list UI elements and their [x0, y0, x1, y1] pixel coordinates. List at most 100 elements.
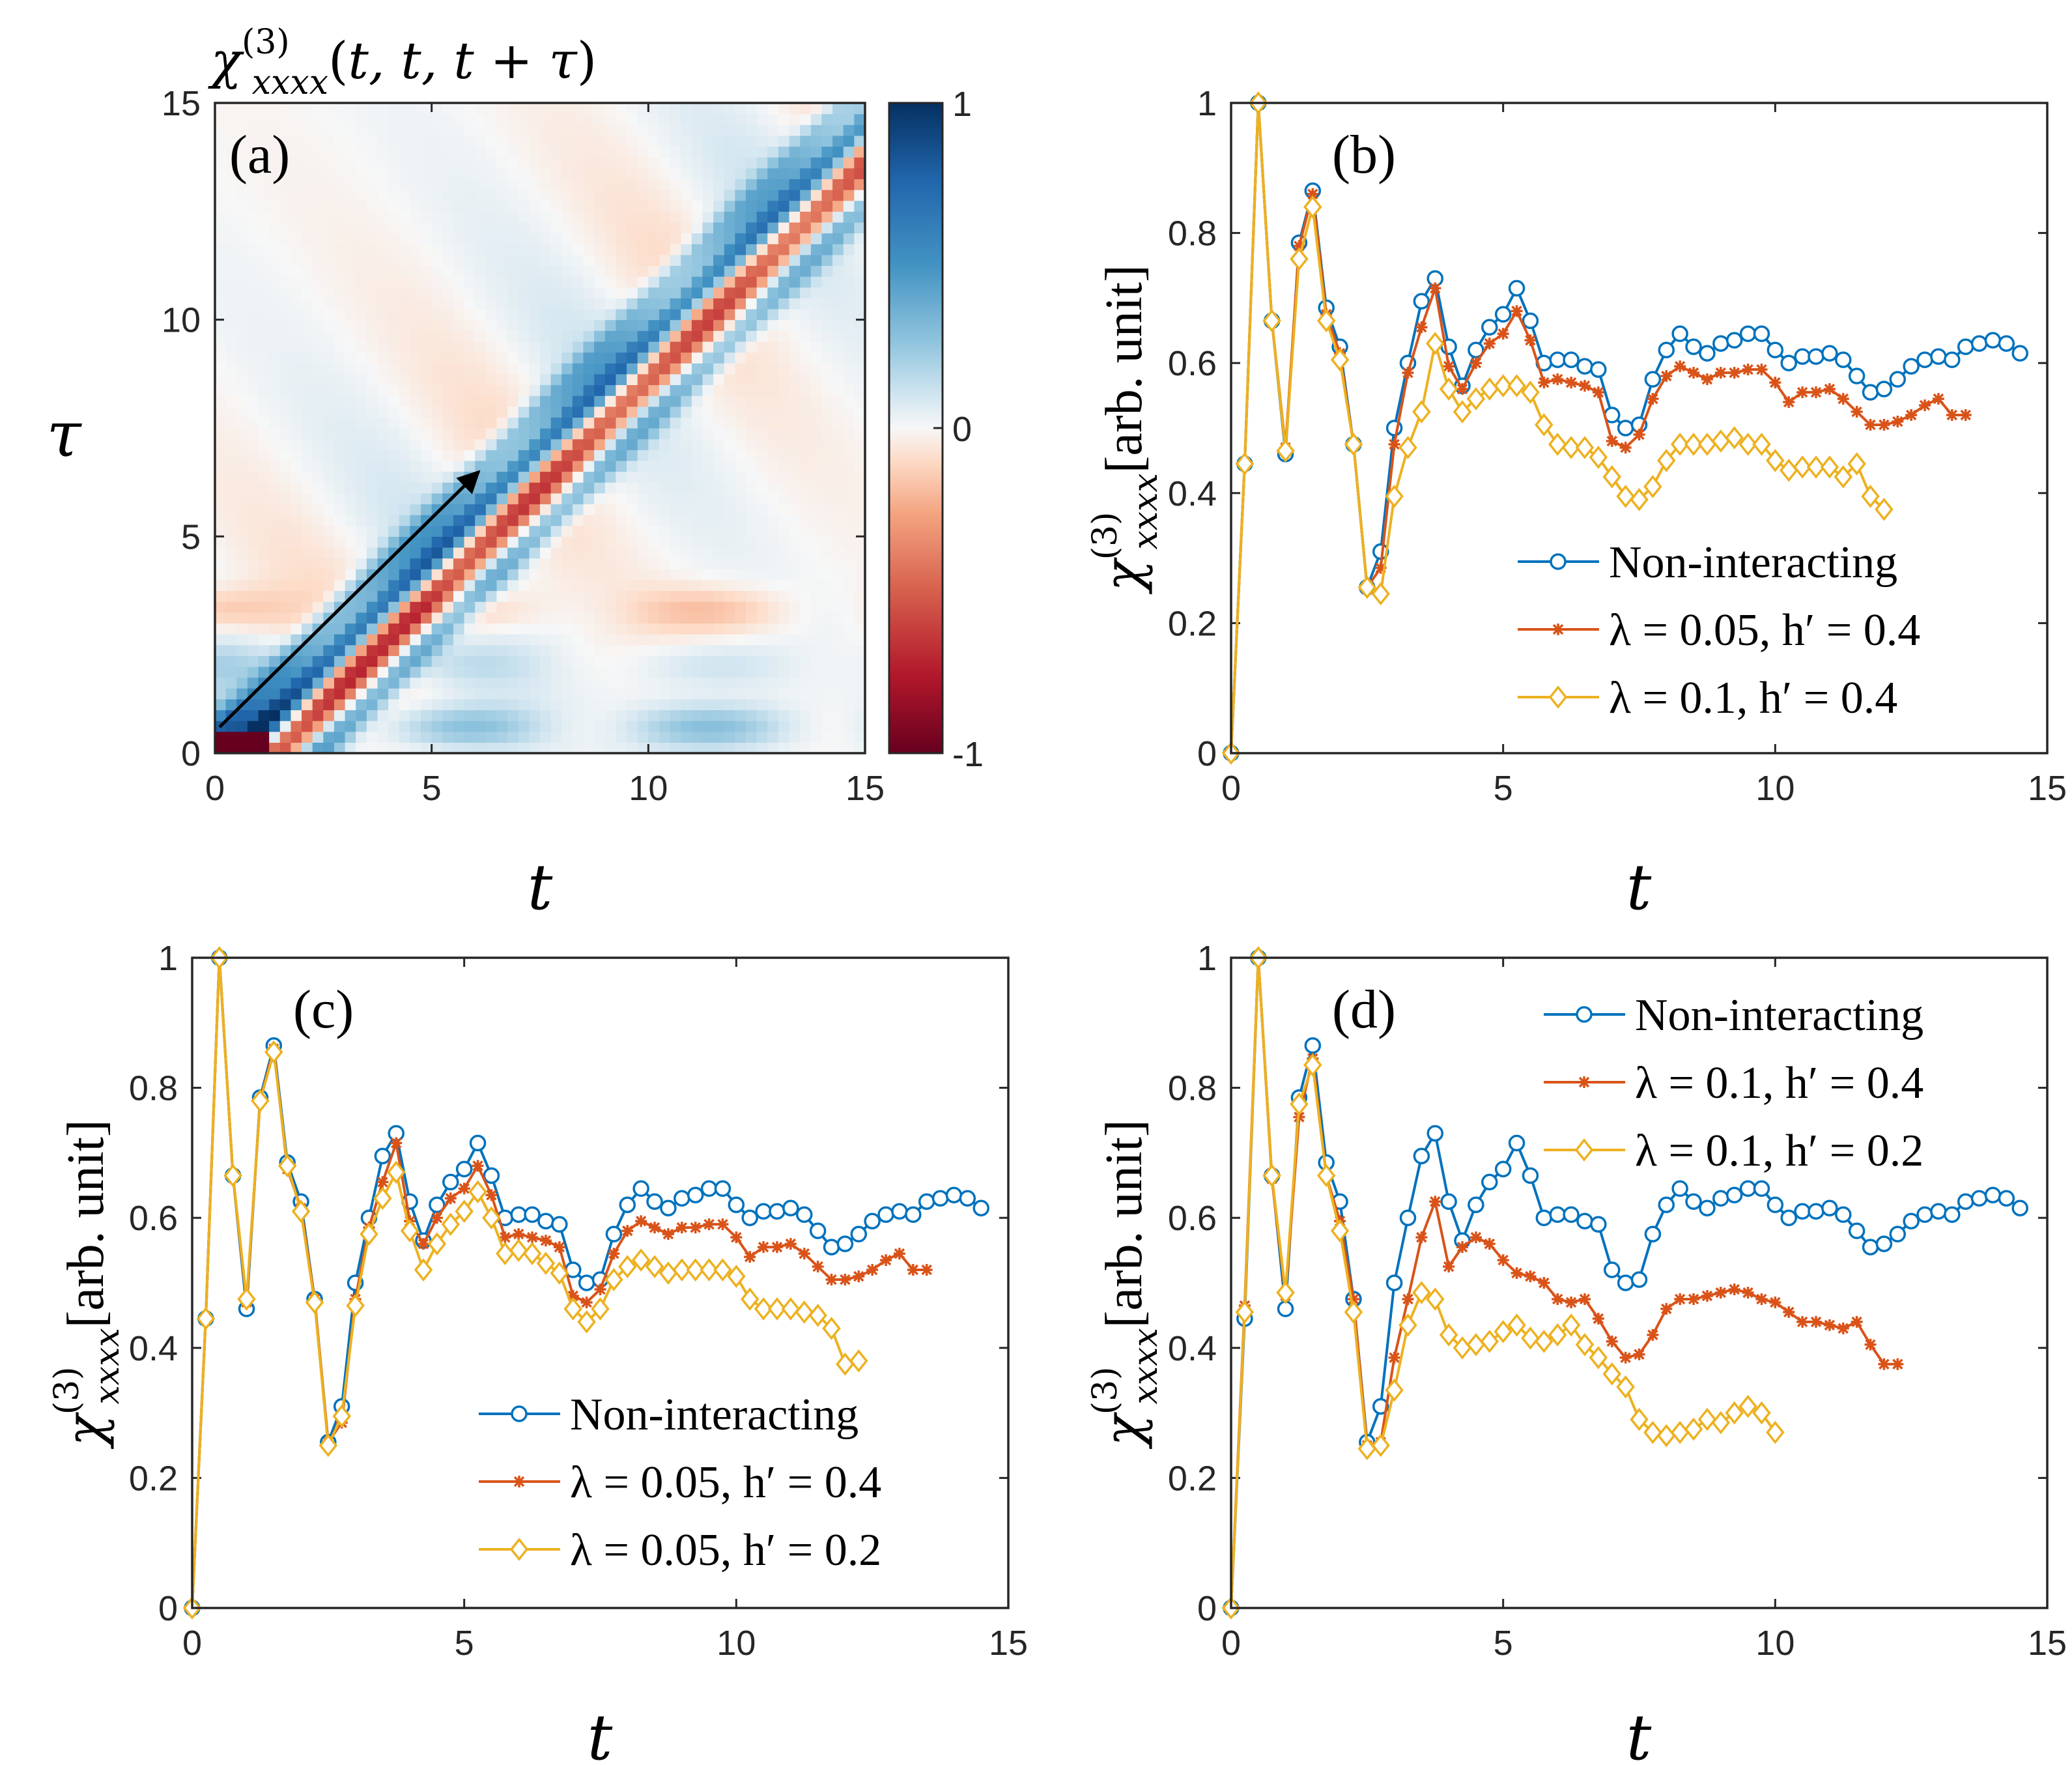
heatmap-cell [236, 710, 248, 721]
heatmap-cell [453, 525, 465, 537]
heatmap-cell [670, 113, 681, 125]
heatmap-cell [627, 330, 638, 342]
data-point-b-1 [1633, 428, 1645, 440]
heatmap-cell [345, 222, 356, 234]
heatmap-cell [529, 482, 541, 494]
heatmap-cell [756, 666, 768, 678]
heatmap-cell [410, 590, 421, 602]
heatmap-cell [377, 395, 389, 407]
data-point-b-1 [1688, 367, 1700, 379]
heatmap-cell [627, 644, 638, 656]
heatmap-cell [388, 590, 400, 602]
heatmap-cell [756, 341, 768, 353]
heatmap-cell [345, 298, 356, 309]
heatmap-cell [279, 200, 292, 212]
heatmap-cell [225, 698, 237, 711]
data-point-b-2 [1779, 459, 1798, 482]
heatmap-cell [366, 634, 378, 646]
data-point-d-2 [1766, 1420, 1785, 1444]
heatmap-cell [356, 200, 367, 212]
data-point-b-1 [1728, 367, 1740, 379]
heatmap-cell [691, 721, 703, 732]
heatmap-cell [247, 655, 259, 667]
heatmap-cell [702, 244, 714, 255]
heatmap-cell [334, 200, 346, 212]
heatmap-cell [627, 482, 638, 494]
heatmap-cell [431, 428, 443, 440]
heatmap-cell [312, 319, 324, 331]
heatmap-cell [681, 319, 692, 331]
heatmap-cell [670, 536, 681, 548]
data-point-c-1 [784, 1238, 797, 1250]
heatmap-cell [637, 406, 649, 418]
data-point-b-0 [1671, 325, 1688, 343]
heatmap-cell [583, 428, 595, 440]
heatmap-cell [691, 569, 703, 581]
heatmap-cell [312, 666, 324, 678]
heatmap-cell [215, 103, 227, 115]
heatmap-cell [291, 309, 302, 321]
heatmap-cell [279, 276, 292, 288]
heatmap-cell [810, 721, 823, 732]
heatmap-cell [572, 417, 584, 429]
heatmap-cell [691, 222, 703, 234]
heatmap-cell [702, 471, 714, 483]
heatmap-cell [789, 373, 801, 386]
heatmap-cell [746, 644, 758, 656]
heatmap-cell [410, 384, 421, 396]
heatmap-cell [572, 244, 584, 255]
heatmap-cell [540, 525, 552, 537]
heatmap-cell [399, 698, 410, 711]
heatmap-cell [279, 612, 292, 624]
data-point-c-1 [730, 1231, 743, 1244]
heatmap-cell [670, 482, 681, 494]
heatmap-cell [507, 135, 519, 147]
heatmap-cell [702, 450, 714, 461]
data-point-c-1 [893, 1248, 905, 1260]
heatmap-cell [366, 688, 378, 700]
heatmap-cell [399, 244, 410, 255]
heatmap-cell [431, 482, 443, 494]
heatmap-cell [236, 384, 248, 396]
heatmap-cell [702, 731, 714, 743]
heatmap-cell [810, 536, 823, 548]
heatmap-cell [854, 710, 866, 721]
data-point-d-0 [1590, 1216, 1607, 1233]
heatmap-cell [323, 287, 335, 298]
heatmap-cell [377, 179, 389, 190]
heatmap-cell [518, 319, 530, 331]
heatmap-cell [681, 341, 692, 353]
heatmap-cell [594, 601, 606, 613]
heatmap-cell [778, 211, 790, 223]
heatmap-cell [291, 471, 302, 483]
heatmap-cell [302, 655, 313, 667]
heatmap-cell [540, 222, 552, 234]
heatmap-cell [258, 406, 270, 418]
heatmap-cell [431, 666, 443, 678]
heatmap-cell [561, 190, 573, 201]
heatmap-cell [236, 450, 248, 461]
heatmap-cell [399, 265, 410, 277]
heatmap-cell [485, 146, 498, 158]
heatmap-cell [756, 254, 768, 266]
heatmap-cell [810, 373, 823, 386]
data-point-d-0 [1753, 1180, 1770, 1198]
heatmap-cell [821, 200, 833, 212]
heatmap-cell [627, 504, 638, 515]
heatmap-cell [821, 569, 833, 581]
heatmap-cell [215, 309, 227, 321]
heatmap-cell [496, 406, 508, 418]
heatmap-cell [225, 569, 237, 581]
heatmap-cell [604, 222, 617, 234]
heatmap-cell [312, 742, 324, 754]
heatmap-cell [247, 460, 259, 472]
heatmap-cell [496, 287, 508, 298]
heatmap-cell [616, 547, 627, 559]
data-point-d-0 [1794, 1203, 1811, 1220]
heatmap-cell [789, 536, 801, 548]
heatmap-cell [627, 233, 638, 244]
heatmap-cell [594, 341, 606, 353]
heatmap-cell [735, 525, 746, 537]
heatmap-cell [821, 623, 833, 635]
